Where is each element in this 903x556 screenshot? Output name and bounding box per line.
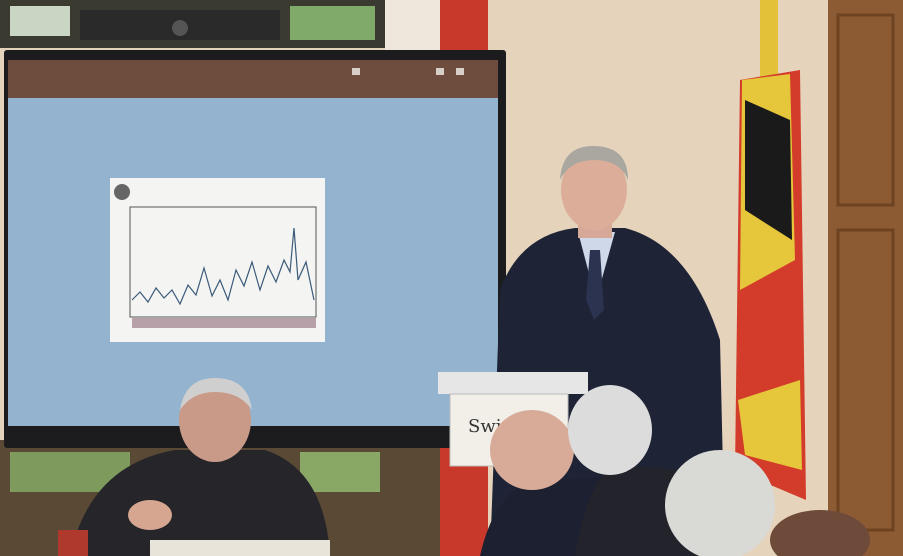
audience-head — [568, 385, 652, 475]
control-icon — [436, 68, 444, 75]
audience-head — [665, 450, 775, 556]
window-pane — [10, 6, 70, 36]
window-pane — [290, 6, 375, 40]
papers — [150, 540, 330, 556]
camera — [172, 20, 188, 36]
photo: Swi — [0, 0, 903, 556]
audience-head — [490, 410, 574, 490]
seated-man-hand — [128, 500, 172, 530]
cup — [58, 530, 88, 556]
flag-top — [760, 0, 778, 80]
control-icon — [352, 68, 360, 75]
control-icon — [456, 68, 464, 75]
projected-axis-labels — [132, 318, 316, 328]
screen-header — [8, 60, 498, 98]
projected-logo — [114, 184, 130, 200]
page: Swi (() => { const data = JSON.parse(doc… — [0, 0, 903, 556]
window-pane — [300, 452, 380, 492]
lectern-top — [438, 372, 588, 394]
